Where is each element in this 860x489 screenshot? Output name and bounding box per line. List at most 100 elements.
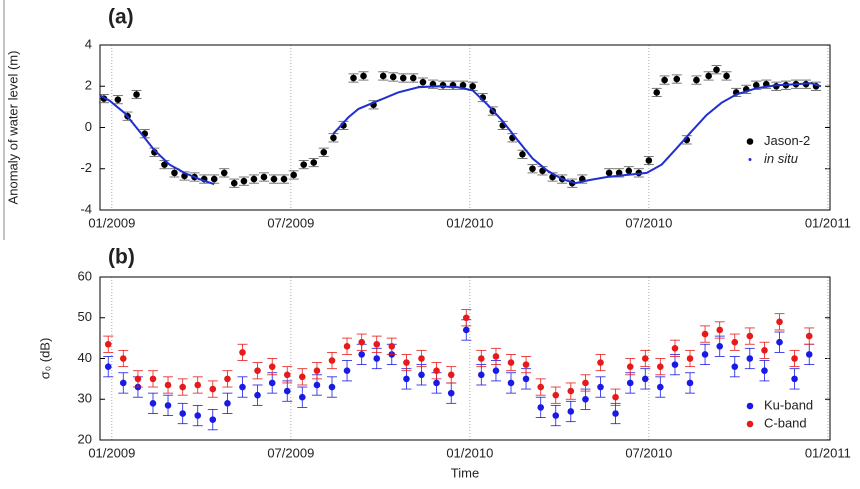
y-tick-label: 50 [78,309,92,324]
point-group [729,356,740,378]
legend-label: Ku-band [764,397,813,412]
point-group [580,374,591,392]
point-group [147,370,158,388]
point [645,157,653,164]
point-group [358,71,369,81]
x-axis-label: Time [451,465,479,480]
legend-label: in situ [764,151,798,166]
point [686,355,694,362]
x-tick-label: 01/2010 [446,215,493,230]
point-group [655,358,666,376]
point [389,73,397,81]
point [149,375,157,383]
point-group [401,354,412,372]
point [746,332,754,340]
y-tick-label: 20 [78,431,92,446]
point-group [446,366,457,384]
point [373,340,381,348]
point [433,367,440,375]
point-group [565,382,576,400]
point [805,351,813,358]
point-group [342,360,353,382]
point [418,355,425,362]
point [661,76,668,84]
point-group [744,327,755,345]
point-group [326,376,337,398]
point-group [789,368,800,390]
x-tick-label: 01/2009 [88,215,135,230]
point-group [408,73,419,83]
point [582,379,589,387]
point-group [308,158,319,168]
point [625,167,633,175]
point [746,355,754,362]
point [469,82,476,90]
point [210,175,218,183]
point [239,349,246,356]
point-group [356,333,367,351]
y-axis-label: Anomaly of water level (m) [5,51,20,205]
point [290,171,297,179]
point [805,332,813,340]
point [119,355,127,362]
point [388,342,396,350]
point-group [625,358,636,376]
point-group [378,71,389,81]
point-group [318,147,329,157]
point [313,367,321,375]
point [723,72,730,80]
point [552,391,560,399]
point [403,359,410,366]
point-group [177,378,188,396]
y-tick-label: -2 [80,160,92,175]
point [507,379,515,387]
point [761,367,768,375]
point [358,338,366,346]
point [791,355,798,362]
point-group [356,343,367,366]
point [409,74,417,82]
point-group [398,73,409,83]
point-group [103,335,114,353]
point [104,340,112,348]
plot-frame [99,276,831,441]
x-tick-label: 07/2009 [267,445,314,460]
y-tick-label: 0 [85,119,92,134]
point [328,383,336,391]
point [519,151,526,158]
point-group [431,362,442,380]
point [179,383,187,391]
point [752,81,760,89]
point [492,367,500,375]
point [209,385,217,393]
y-tick-label: 2 [85,78,92,93]
plot-frame [99,44,831,211]
point [477,371,485,379]
point-group [437,80,448,90]
point [298,393,306,401]
point [552,412,560,419]
point [626,379,634,387]
panel-title: (b) [108,246,135,269]
point-group [163,376,174,394]
point [567,408,575,415]
point [641,375,649,383]
legend-marker [748,158,752,161]
point-group [476,364,487,386]
point [283,387,291,395]
point [671,361,679,368]
point [731,338,739,346]
point [713,66,720,74]
point [462,326,470,334]
point-group [461,309,472,327]
point [268,363,276,370]
point [119,379,127,387]
point-group [401,368,412,390]
point-group [416,364,427,386]
point [283,371,291,379]
point [164,402,172,409]
point-group [640,349,651,368]
point [731,363,739,370]
point [254,391,261,399]
